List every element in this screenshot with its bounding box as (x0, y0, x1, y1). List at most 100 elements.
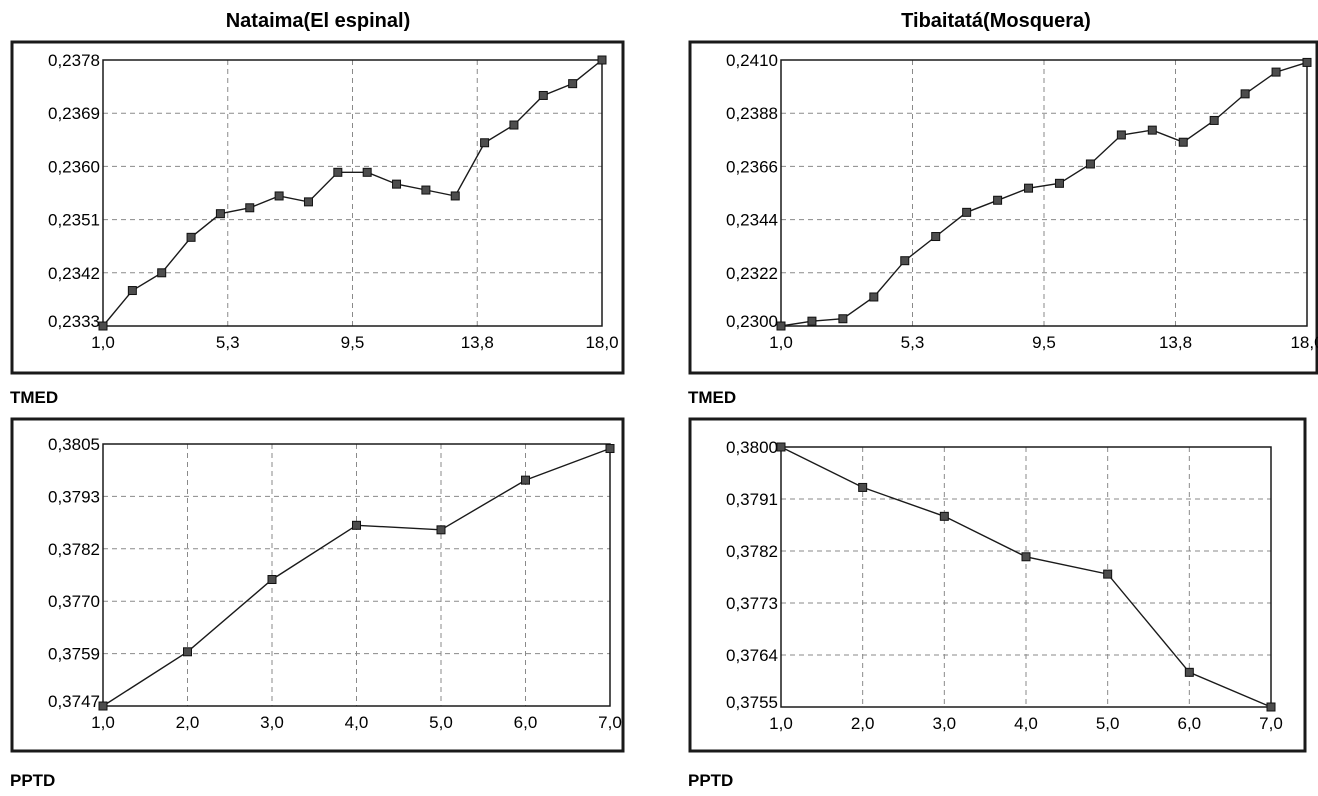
y-tick-label: 0,2322 (726, 264, 778, 283)
data-point (1054, 178, 1064, 188)
y-tick-label: 0,3805 (48, 435, 100, 454)
chart-panel-1: Nataima(El espinal) 0,2333 0,2342 0,2351 0,2… (10, 10, 625, 407)
x-tick-label: 5,3 (901, 333, 925, 352)
x-tick-label: 1,0 (91, 713, 115, 732)
x-tick-label: 4,0 (345, 713, 369, 732)
data-point (98, 321, 108, 331)
plot-area (780, 446, 1272, 708)
data-point (1302, 57, 1312, 67)
x-tick-label: 13,8 (1159, 333, 1192, 352)
plot-area (102, 59, 603, 327)
data-point (1147, 125, 1157, 135)
data-point (869, 292, 879, 302)
data-point (962, 207, 972, 217)
data-point (333, 167, 343, 177)
data-point (1116, 130, 1126, 140)
x-tick-label: 13,8 (461, 333, 494, 352)
y-tick-label: 0,3770 (48, 592, 100, 611)
y-tick-label: 0,3791 (726, 490, 778, 509)
data-point (421, 185, 431, 195)
chart-panel-4: 0,3755 0,3764 0,3773 0,3782 0,3791 0,3800 1,0 2… (688, 417, 1307, 790)
y-tick-label: 0,2351 (48, 211, 100, 230)
data-point (1209, 115, 1219, 125)
data-point (267, 575, 277, 585)
data-point (362, 167, 372, 177)
x-tick-label: 1,0 (769, 333, 793, 352)
series-line (102, 59, 603, 327)
x-tick-label: 3,0 (933, 714, 957, 733)
y-tick-label: 0,3782 (726, 542, 778, 561)
x-tick-label: 3,0 (260, 713, 284, 732)
data-point (776, 442, 786, 452)
chart-frame (10, 417, 625, 753)
data-point (1021, 552, 1031, 562)
chart-title: Tibaitatá(Mosquera) (901, 10, 1091, 32)
data-point (1271, 67, 1281, 77)
y-tick-label: 0,2333 (48, 312, 100, 331)
plot-area (780, 59, 1308, 327)
data-point (838, 314, 848, 324)
y-tick-label: 0,3800 (726, 438, 778, 457)
panel-caption: TMED (10, 388, 58, 407)
data-point (215, 209, 225, 219)
x-tick-label: 5,0 (1096, 714, 1120, 733)
panel-caption: PPTD (688, 771, 733, 790)
x-tick-label: 1,0 (91, 333, 115, 352)
y-tick-label: 0,2378 (48, 51, 100, 70)
data-point (392, 179, 402, 189)
y-tick-label: 0,2366 (726, 157, 778, 176)
x-tick-label: 5,3 (216, 333, 240, 352)
x-tick-label: 18,0 (1290, 333, 1318, 352)
y-tick-label: 0,3793 (48, 487, 100, 506)
x-tick-label: 2,0 (176, 713, 200, 732)
x-tick-label: 7,0 (1259, 714, 1283, 733)
data-point (509, 120, 519, 130)
x-tick-label: 9,5 (341, 333, 365, 352)
x-tick-label: 18,0 (585, 333, 618, 352)
chart-frame (688, 417, 1307, 753)
data-point (776, 321, 786, 331)
y-tick-label: 0,3782 (48, 540, 100, 559)
series-line (780, 61, 1308, 327)
y-tick-label: 0,2369 (48, 104, 100, 123)
data-point (450, 191, 460, 201)
x-tick-label: 6,0 (1178, 714, 1202, 733)
x-tick-label: 2,0 (851, 714, 875, 733)
plot-area (102, 443, 611, 707)
y-tick-label: 0,3755 (726, 693, 778, 712)
data-point (807, 316, 817, 326)
chart-panel-2: Tibaitatá(Mosquera) 0,2300 0,2322 0,2344 0,2… (688, 10, 1318, 407)
chart-panel-3: 0,3747 0,3759 0,3770 0,3782 0,3793 0,3805 1,0 2… (10, 417, 625, 790)
data-point (1103, 569, 1113, 579)
data-point (1240, 89, 1250, 99)
data-point (939, 511, 949, 521)
data-point (127, 286, 137, 296)
data-point (183, 647, 192, 657)
panel-caption: TMED (688, 388, 736, 407)
chart-title: Nataima(El espinal) (226, 10, 411, 32)
y-tick-label: 0,2344 (726, 211, 778, 230)
data-point (993, 195, 1003, 205)
chart-frame (688, 40, 1318, 375)
data-point (352, 520, 361, 530)
data-point (480, 138, 490, 148)
x-tick-label: 9,5 (1032, 333, 1056, 352)
y-tick-label: 0,3773 (726, 594, 778, 613)
data-point (538, 90, 548, 100)
panel-caption: PPTD (10, 771, 55, 790)
y-tick-label: 0,2300 (726, 312, 778, 331)
y-tick-label: 0,2342 (48, 264, 100, 283)
x-tick-label: 5,0 (429, 713, 453, 732)
y-tick-label: 0,2388 (726, 104, 778, 123)
y-tick-label: 0,2410 (726, 51, 778, 70)
data-point (98, 701, 108, 711)
data-point (900, 256, 910, 266)
chart-frame (10, 40, 625, 375)
data-point (931, 232, 941, 242)
data-point (186, 232, 196, 242)
y-tick-label: 0,2360 (48, 157, 100, 176)
data-point (1266, 702, 1276, 712)
y-tick-label: 0,3759 (48, 645, 100, 664)
data-point (568, 79, 578, 89)
